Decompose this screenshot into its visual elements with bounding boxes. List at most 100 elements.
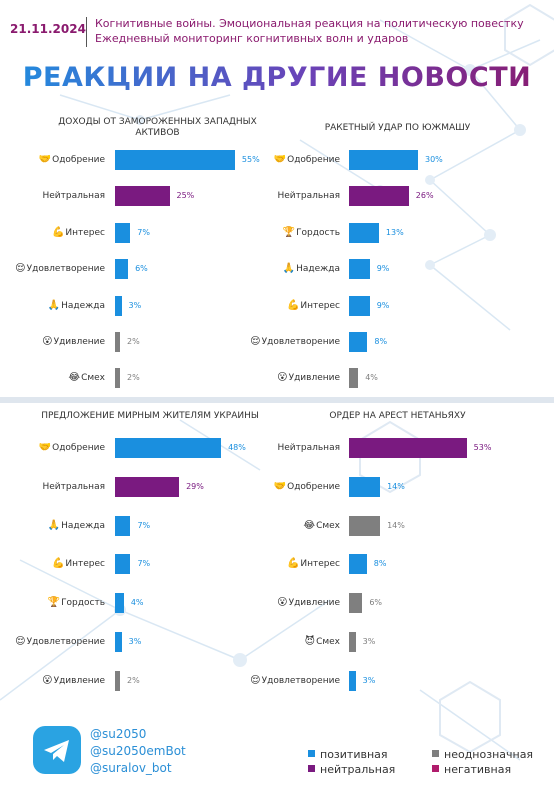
trophy-icon: 🏆 bbox=[282, 226, 296, 238]
chart-4-category-label: 😂Смех bbox=[303, 516, 340, 536]
chart-3-category-label: 🙏Надежда bbox=[48, 516, 105, 536]
chart-4-category-label: Нейтральная bbox=[278, 438, 341, 458]
chart-3-category-label: 🏆Гордость bbox=[48, 593, 105, 613]
chart-4-category-text: Нейтральная bbox=[277, 443, 341, 453]
legend-positive-swatch bbox=[308, 750, 315, 757]
chart-2-category-text: Удовлетворение bbox=[261, 337, 340, 347]
legend-positive: позитивная bbox=[308, 748, 388, 761]
chart-3-value-label: 48% bbox=[228, 443, 246, 452]
chart-3-category-text: Удивление bbox=[53, 675, 105, 686]
surprised-icon: 😮 bbox=[277, 372, 288, 384]
chart-2-category-label: 💪Интерес bbox=[287, 296, 340, 316]
chart-1-category-text: Интерес bbox=[65, 227, 105, 238]
chart-2-category-label: Нейтральная bbox=[278, 186, 341, 206]
chart-1-value-label: 6% bbox=[135, 264, 148, 274]
laugh-icon: 😂 bbox=[303, 519, 316, 531]
chart-4-category-label: 😈Смех bbox=[305, 632, 340, 652]
chart-3-category-label: 🤝Одобрение bbox=[39, 438, 105, 458]
chart-3-bar bbox=[115, 632, 122, 652]
chart-1-bar bbox=[115, 368, 120, 389]
chart-3-value-label: 2% bbox=[127, 675, 140, 685]
chart-4-bar bbox=[349, 476, 381, 497]
chart-3-title: ПРЕДЛОЖЕНИЕ МИРНЫМ ЖИТЕЛЯМ УКРАИНЫ bbox=[41, 411, 259, 421]
chart-4-category-text: Смех bbox=[316, 637, 340, 647]
trophy-icon: 🏆 bbox=[47, 597, 61, 609]
chart-4-category-label: 💪Интерес bbox=[287, 554, 340, 574]
chart-3-category-label: 💪Интерес bbox=[52, 554, 105, 574]
surprised-icon: 😮 bbox=[277, 597, 288, 609]
chart-1-bar bbox=[115, 295, 122, 316]
chart-2-category-text: Удивление bbox=[288, 373, 340, 384]
section-divider bbox=[0, 397, 554, 403]
chart-4-bar bbox=[349, 632, 356, 652]
chart-3-bars: 🤝Одобрение 48% Нейтральная 29% 🙏Надежда 7% 💪Ин… bbox=[0, 438, 277, 698]
chart-4-bar bbox=[349, 515, 381, 536]
chart-1-category-label: Нейтральная bbox=[43, 186, 106, 206]
chart-1-bar bbox=[115, 222, 131, 243]
legend-ambiguous-label: неоднозначная bbox=[444, 748, 534, 761]
chart-4-category-text: Смех bbox=[316, 520, 340, 531]
chart-2-value-label: 13% bbox=[385, 227, 404, 237]
smile-icon: 😌 bbox=[250, 336, 261, 347]
chart-3-bar bbox=[115, 476, 180, 497]
chart-2-value-label: 26% bbox=[415, 191, 434, 201]
chart-2-bar bbox=[349, 186, 409, 207]
chart-2-category-text: Интерес bbox=[300, 300, 340, 311]
report-date: 21.11.2024 bbox=[10, 22, 86, 36]
chart-4-category-label: 🤝Одобрение bbox=[274, 477, 340, 497]
chart-2-bar bbox=[349, 368, 359, 389]
chart-2-bars: 🤝Одобрение 30% Нейтральная 26% 🏆Гордость 13% 🙏… bbox=[0, 150, 554, 400]
chart-1-title: ДОХОДЫ ОТ ЗАМОРОЖЕННЫХ ЗАПАДНЫХ АКТИВОВ bbox=[58, 117, 257, 138]
chart-2-value-label: 4% bbox=[365, 373, 378, 383]
handle-suralov-bot[interactable]: @suralov_bot bbox=[90, 761, 172, 775]
chart-3-bar bbox=[115, 593, 124, 614]
chart-3-value-label: 7% bbox=[137, 520, 151, 530]
chart-2-category-text: Одобрение bbox=[287, 155, 340, 165]
chart-3-category-label: Нейтральная bbox=[43, 477, 106, 497]
chart-4-value-label: 3% bbox=[362, 675, 376, 685]
chart-1-value-label: 2% bbox=[127, 337, 140, 346]
chart-1-value-label: 7% bbox=[137, 227, 150, 237]
telegram-icon[interactable] bbox=[33, 726, 81, 774]
chart-1-bars: 🤝Одобрение 55% Нейтральная 25% 💪Интерес 7% 😌Уд… bbox=[0, 150, 277, 400]
handle-su2050embot[interactable]: @su2050emBot bbox=[90, 744, 186, 758]
chart-1-category-label: 💪Интерес bbox=[52, 223, 105, 243]
chart-4-value-label: 3% bbox=[362, 637, 376, 646]
chart-3-value-label: 7% bbox=[137, 559, 151, 569]
chart-3-category-text: Надежда bbox=[61, 520, 105, 531]
chart-4-bar bbox=[349, 670, 356, 691]
legend-ambiguous: неоднозначная bbox=[432, 748, 533, 761]
chart-3-value-label: 4% bbox=[130, 598, 144, 608]
chart-4-category-text: Удивление bbox=[288, 598, 340, 609]
smile-icon: 😌 bbox=[15, 263, 26, 275]
chart-4-bar bbox=[349, 593, 363, 614]
header-subtitle-2: Ежедневный мониторинг когнитивных волн и… bbox=[95, 32, 409, 45]
chart-2-value-label: 9% bbox=[376, 264, 390, 274]
legend-negative: негативная bbox=[432, 763, 511, 776]
heart-hands-icon: 🤝 bbox=[273, 154, 287, 165]
page-title-container: РЕАКЦИИ НА ДРУГИЕ НОВОСТИ bbox=[0, 62, 554, 98]
laugh-icon: 😂 bbox=[68, 372, 81, 384]
chart-3-category-text: Одобрение bbox=[52, 443, 105, 453]
chart-3-category-text: Гордость bbox=[61, 598, 105, 609]
chart-2-bar bbox=[349, 295, 370, 316]
chart-1-value-label: 55% bbox=[241, 155, 260, 164]
chart-3-bar bbox=[115, 670, 120, 691]
chart-1-value-label: 2% bbox=[127, 373, 140, 383]
chart-3-value-label: 3% bbox=[128, 637, 142, 646]
handle-su2050[interactable]: @su2050 bbox=[90, 727, 147, 741]
chart-1-category-text: Удивление bbox=[53, 337, 105, 347]
chart-3-bar bbox=[115, 554, 131, 575]
chart-2-category-label: 🤝Одобрение bbox=[274, 150, 340, 170]
chart-2-category-label: 🏆Гордость bbox=[283, 223, 340, 243]
chart-2-category-text: Гордость bbox=[296, 227, 340, 238]
page-title: РЕАКЦИИ НА ДРУГИЕ НОВОСТИ bbox=[0, 62, 554, 93]
chart-2-bar bbox=[349, 222, 379, 243]
flex-icon: 💪 bbox=[286, 299, 300, 311]
chart-1-bar bbox=[115, 186, 170, 207]
chart-4-value-label: 14% bbox=[387, 520, 405, 530]
header-subtitle-1: Когнитивные войны. Эмоциональная реакция… bbox=[95, 17, 524, 30]
flex-icon: 💪 bbox=[51, 226, 65, 238]
chart-2-category-text: Нейтральная bbox=[277, 191, 341, 202]
chart-4-category-text: Удовлетворение bbox=[261, 675, 340, 686]
